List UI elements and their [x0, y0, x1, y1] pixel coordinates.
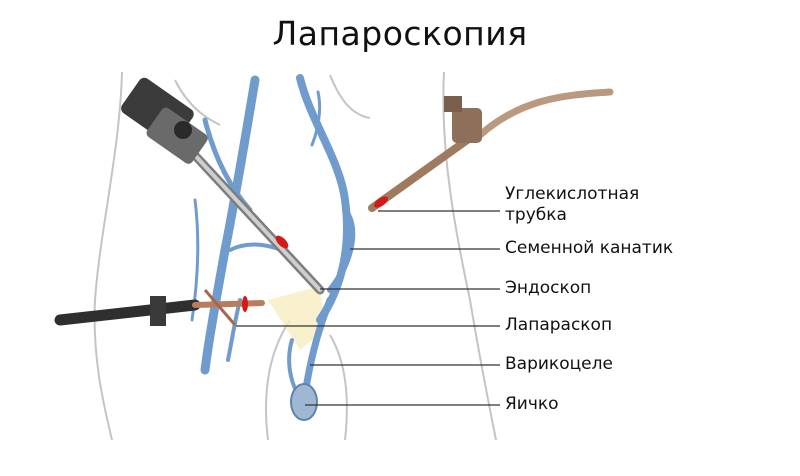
- label-co2-tube-line1: Углекислотная: [505, 184, 640, 204]
- label-varicocele: Варикоцеле: [505, 354, 613, 374]
- label-spermatic-cord: Семенной канатик: [505, 238, 674, 258]
- laparoscope-instrument: [54, 289, 265, 326]
- blood-vessels: [190, 74, 356, 399]
- page-title: Лапароскопия: [272, 14, 528, 53]
- body-outline: [93, 71, 497, 441]
- label-co2-tube-line2: трубка: [505, 205, 567, 225]
- label-testicle: Яичко: [505, 394, 559, 414]
- leader-lines: [236, 210, 500, 406]
- endoscope-instrument: [121, 77, 325, 295]
- tissue-highlight: [268, 286, 325, 350]
- testicle-shape: [290, 383, 318, 421]
- label-endoscope: Эндоскоп: [505, 278, 592, 298]
- label-laparoscope: Лапараскоп: [505, 315, 613, 335]
- co2-tube-instrument: [368, 88, 614, 212]
